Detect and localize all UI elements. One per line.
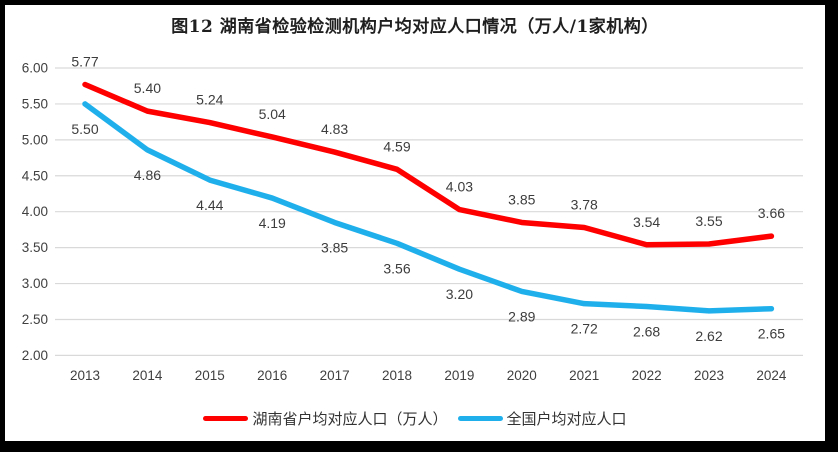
data-label: 2.72 <box>571 321 598 337</box>
x-axis-tick-label: 2016 <box>257 368 287 383</box>
series-line-0 <box>82 81 775 248</box>
x-axis-tick-label: 2020 <box>507 368 537 383</box>
x-axis-tick-label: 2024 <box>756 368 787 383</box>
data-label: 2.62 <box>695 328 722 344</box>
legend-label-hunan: 湖南省户均对应人口（万人） <box>252 411 448 428</box>
x-axis-tick-label: 2021 <box>569 368 599 383</box>
legend-label-national: 全国户均对应人口 <box>506 411 627 428</box>
x-axis-tick-label: 2017 <box>320 368 350 383</box>
data-label: 2.65 <box>758 326 785 342</box>
y-axis-tick-label: 5.00 <box>22 132 48 147</box>
data-label: 3.55 <box>695 213 722 229</box>
data-label: 2.68 <box>633 324 660 340</box>
data-label: 3.66 <box>758 205 785 221</box>
data-label: 4.03 <box>446 179 473 195</box>
data-label: 4.59 <box>383 138 410 154</box>
legend-item-hunan: 湖南省户均对应人口（万人） <box>203 408 448 429</box>
plot-area: 6.00 5.50 5.00 4.50 4.00 3.50 3.00 2.50 2.00 2013… <box>22 54 803 383</box>
data-label: 5.24 <box>196 92 223 108</box>
y-axis-tick-label: 5.50 <box>22 96 48 111</box>
data-label: 3.54 <box>633 214 660 230</box>
legend: 湖南省户均对应人口（万人） 全国户均对应人口 <box>5 408 825 429</box>
y-axis-tick-label: 6.00 <box>22 61 48 76</box>
data-label: 2.89 <box>508 308 535 324</box>
data-label: 4.83 <box>321 121 348 137</box>
series-line-1 <box>82 101 775 314</box>
x-axis-tick-label: 2023 <box>694 368 724 383</box>
x-axis-tick-label: 2019 <box>444 368 474 383</box>
data-label: 3.78 <box>571 197 598 213</box>
y-axis-tick-label: 2.00 <box>22 348 48 363</box>
y-axis-tick-label: 3.50 <box>22 240 48 255</box>
x-axis-tick-label: 2015 <box>195 368 225 383</box>
y-axis-tick-label: 4.50 <box>22 168 48 183</box>
data-label: 5.04 <box>259 106 286 122</box>
x-axis-tick-label: 2022 <box>632 368 662 383</box>
data-label: 3.85 <box>508 191 535 207</box>
data-label: 5.77 <box>71 54 98 70</box>
data-label: 4.44 <box>196 197 223 213</box>
data-label: 3.56 <box>383 260 410 276</box>
chart-canvas: 图12 湖南省检验检测机构户均对应人口情况（万人/1家机构） 6.00 5.50 5… <box>5 5 825 441</box>
y-axis-tick-label: 3.00 <box>22 276 48 291</box>
y-axis-tick-label: 2.50 <box>22 312 48 327</box>
data-label: 5.40 <box>134 80 161 96</box>
data-label: 5.50 <box>71 121 98 137</box>
x-axis-tick-label: 2013 <box>70 368 100 383</box>
legend-line-swatch-red <box>203 416 249 421</box>
chart-title: 图12 湖南省检验检测机构户均对应人口情况（万人/1家机构） <box>171 17 659 37</box>
legend-line-swatch-blue <box>457 416 503 421</box>
legend-item-national: 全国户均对应人口 <box>457 408 627 429</box>
y-axis-tick-label: 4.00 <box>22 204 48 219</box>
data-label: 4.86 <box>134 167 161 183</box>
data-label: 3.20 <box>446 286 473 302</box>
x-axis-tick-label: 2014 <box>132 368 163 383</box>
x-axis-tick-label: 2018 <box>382 368 412 383</box>
data-label: 4.19 <box>259 215 286 231</box>
data-label: 3.85 <box>321 239 348 255</box>
